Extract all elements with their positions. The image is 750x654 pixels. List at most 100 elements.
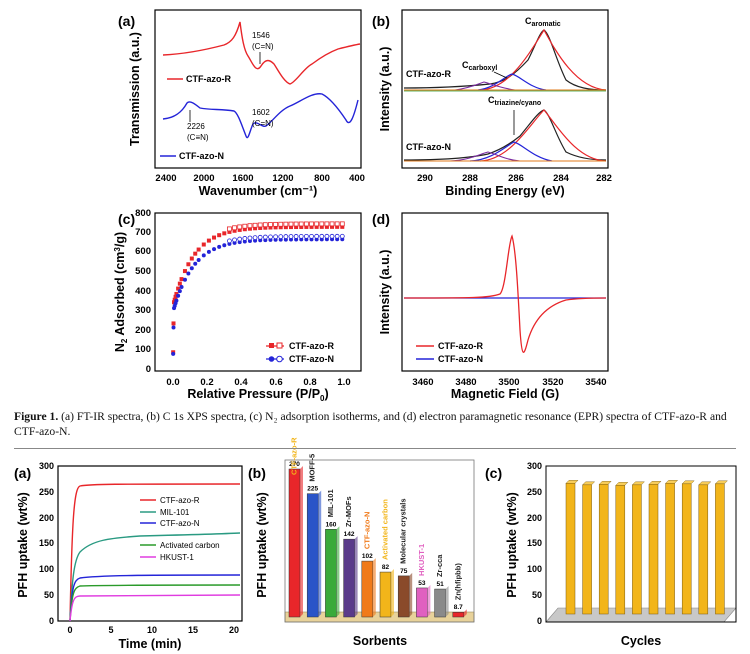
cycle-bar: [681, 483, 692, 615]
annot-c-aromatic: Caromatic: [525, 16, 561, 28]
x-tick: 288: [462, 173, 478, 184]
y-tick: 250: [527, 487, 542, 497]
iso-point-r: [258, 225, 263, 230]
iso-point-r: [237, 227, 242, 232]
sorbent-category-label: Molecular crystals: [399, 498, 408, 563]
x-tick: 1600: [232, 173, 253, 184]
legend-marker-open-r: [276, 342, 283, 349]
divider: [14, 448, 736, 449]
iso-point-r: [335, 224, 340, 229]
legend-ctf-azo-n: CTF-azo-N: [438, 354, 483, 364]
sorbent-bar-side: [391, 569, 394, 617]
iso-point-r: [232, 228, 237, 233]
ftir-line-ctf-azo-n: [162, 93, 359, 139]
iso-point-n-desorb: [252, 235, 258, 240]
annot-1602: 1602: [252, 108, 270, 117]
legend-ctf-azo-n: CTF-azo-N: [160, 519, 200, 528]
sorbent-value-label: 53: [418, 580, 426, 587]
sorbent-category-label: Zn(hfipbb): [453, 563, 462, 601]
iso-point-r: [278, 225, 283, 230]
cycle-bar-top: [615, 482, 629, 486]
iso-point-n: [217, 244, 222, 249]
iso-point-r: [268, 225, 273, 230]
y-tick: 250: [39, 487, 54, 497]
series-label-r: CTF-azo-R: [406, 69, 451, 79]
x-tick: 0.2: [200, 377, 213, 388]
panel-a-ftir: (a) 1546 (C=N) 2226 (C≡N) 1602 (C=N) CTF…: [118, 9, 365, 198]
x-ticks-a: 2400 2000 1600 1200 800 400: [155, 173, 365, 184]
kinetic-line-activated-carbon: [69, 584, 241, 622]
sorbent-bar-side: [463, 609, 467, 617]
iso-point-n-desorb: [309, 233, 314, 239]
legend-activated-carbon: Activated carbon: [160, 541, 220, 550]
x-tick: 0: [67, 625, 72, 635]
legend-ctf-azo-n: CTF-azo-N: [289, 354, 334, 364]
xps-fit-carboxyl-r: [454, 81, 516, 91]
legend-marker-open-n: [276, 355, 283, 363]
cycle-bar-top: [631, 481, 645, 485]
y-tick: 0: [146, 364, 151, 375]
x-tick: 0.8: [303, 377, 316, 388]
annot-2226: 2226: [187, 122, 205, 131]
sorbent-category-label: Activated carbon: [381, 499, 390, 560]
x-tick: 0.6: [269, 377, 282, 388]
iso-point-r: [186, 262, 191, 267]
x-tick: 3500: [498, 377, 519, 388]
cycle-bar-top: [582, 481, 596, 485]
iso-point-r: [227, 229, 232, 234]
x-tick: 3520: [542, 377, 563, 388]
sorbent-bar-side: [336, 526, 340, 617]
xps-fit-triazine-r: [477, 73, 547, 91]
cycle-bar-top: [681, 480, 695, 484]
legend-ctf-azo-r: CTF-azo-R: [186, 74, 231, 84]
sorbent-value-label: 270: [289, 461, 300, 468]
x-tick: 284: [553, 173, 570, 184]
plot-frame: [154, 9, 362, 169]
x-tick: 2000: [193, 173, 214, 184]
y-axis-label: PFH uptake (wt%): [505, 492, 519, 598]
iso-point-n-desorb: [314, 233, 320, 239]
cycle-bar-top: [665, 480, 679, 484]
iso-point-r: [314, 224, 319, 229]
x-ticks-d: 3460 3480 3500 3520 3540: [412, 377, 606, 388]
panel-label-d: (d): [372, 211, 390, 227]
iso-point-n: [177, 289, 182, 294]
x-tick: 1200: [272, 173, 293, 184]
iso-point-r: [309, 224, 314, 229]
x-axis-label: Time (min): [119, 637, 182, 651]
y-tick: 400: [135, 286, 151, 297]
y-tick: 50: [44, 590, 54, 600]
x-tick: 282: [596, 173, 612, 184]
sorbent-bar-side: [427, 584, 431, 617]
sorbent-value-label: 51: [436, 581, 444, 588]
cycle-bar-top: [698, 481, 712, 485]
plot-frame: [545, 465, 737, 623]
cycle-bar: [582, 484, 592, 615]
x-ticks-c: 0.0 0.2 0.4 0.6 0.8 1.0: [166, 377, 350, 388]
iso-point-n-desorb: [278, 234, 284, 240]
cycle-bar-top: [648, 481, 662, 485]
iso-point-r: [319, 224, 324, 229]
iso-point-r-desorb: [262, 222, 268, 228]
iso-point-r: [263, 225, 268, 230]
sorbent-bar: [397, 575, 410, 618]
sorbent-bar: [343, 538, 355, 618]
iso-point-n: [171, 325, 176, 330]
y-tick: 500: [135, 266, 151, 277]
sorbent-category-label: CTF-azo-N: [362, 512, 371, 550]
sorbent-bar-side: [300, 466, 303, 617]
y-ticks-bottom-c: 0 50 100 150 200 250 300: [527, 461, 542, 626]
iso-point-n: [174, 298, 179, 303]
iso-point-n-desorb: [283, 234, 289, 239]
iso-point-r: [283, 225, 288, 230]
xps-fit-triazine-n: [469, 141, 553, 162]
iso-point-r: [222, 231, 227, 236]
sorbent-bar: [361, 560, 374, 618]
annot-arrow: [493, 71, 508, 79]
x-axis-label: Binding Energy (eV): [445, 184, 564, 198]
y-tick: 600: [135, 246, 151, 257]
legend-marker-filled-n: [268, 356, 275, 362]
kinetic-line-ctf-azo-n: [69, 574, 241, 622]
x-axis-label: Sorbents: [353, 634, 407, 648]
plot-frame: [284, 459, 475, 623]
